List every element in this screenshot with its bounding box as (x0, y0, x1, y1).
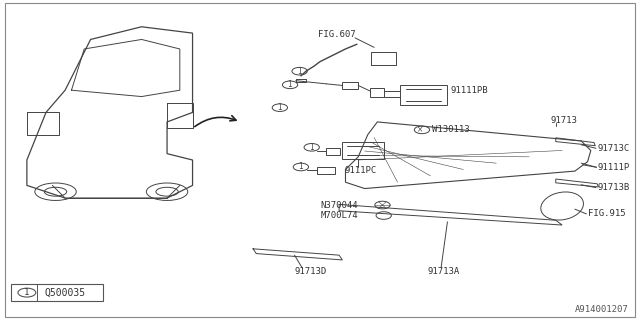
Bar (342, 82, 358, 89)
Text: 9111PC: 9111PC (344, 166, 376, 175)
Text: 1: 1 (309, 143, 314, 152)
Text: Q500035: Q500035 (45, 288, 86, 298)
Text: ×: × (417, 125, 423, 134)
Text: 91713C: 91713C (597, 144, 629, 153)
Text: M700L74: M700L74 (321, 211, 358, 220)
Text: FIG.607: FIG.607 (318, 30, 356, 39)
Text: 91111P: 91111P (597, 163, 629, 172)
Text: 91713A: 91713A (427, 267, 460, 276)
Text: A914001207: A914001207 (575, 305, 629, 314)
Text: 1: 1 (298, 163, 303, 172)
Text: 1: 1 (287, 80, 292, 89)
Bar (317, 167, 335, 174)
Text: 91111PB: 91111PB (451, 86, 488, 95)
Bar (342, 142, 384, 159)
Bar (399, 85, 447, 105)
Text: 1: 1 (24, 288, 29, 297)
Text: 91713: 91713 (550, 116, 577, 125)
Text: FIG.915: FIG.915 (588, 209, 625, 219)
Text: N370044: N370044 (321, 201, 358, 210)
Text: 91713D: 91713D (294, 267, 327, 276)
Text: W130113: W130113 (432, 125, 470, 134)
Bar (326, 148, 340, 155)
Text: 1: 1 (278, 103, 282, 112)
Bar (370, 88, 384, 97)
Text: 91713B: 91713B (597, 183, 629, 192)
Text: 1: 1 (297, 67, 302, 76)
